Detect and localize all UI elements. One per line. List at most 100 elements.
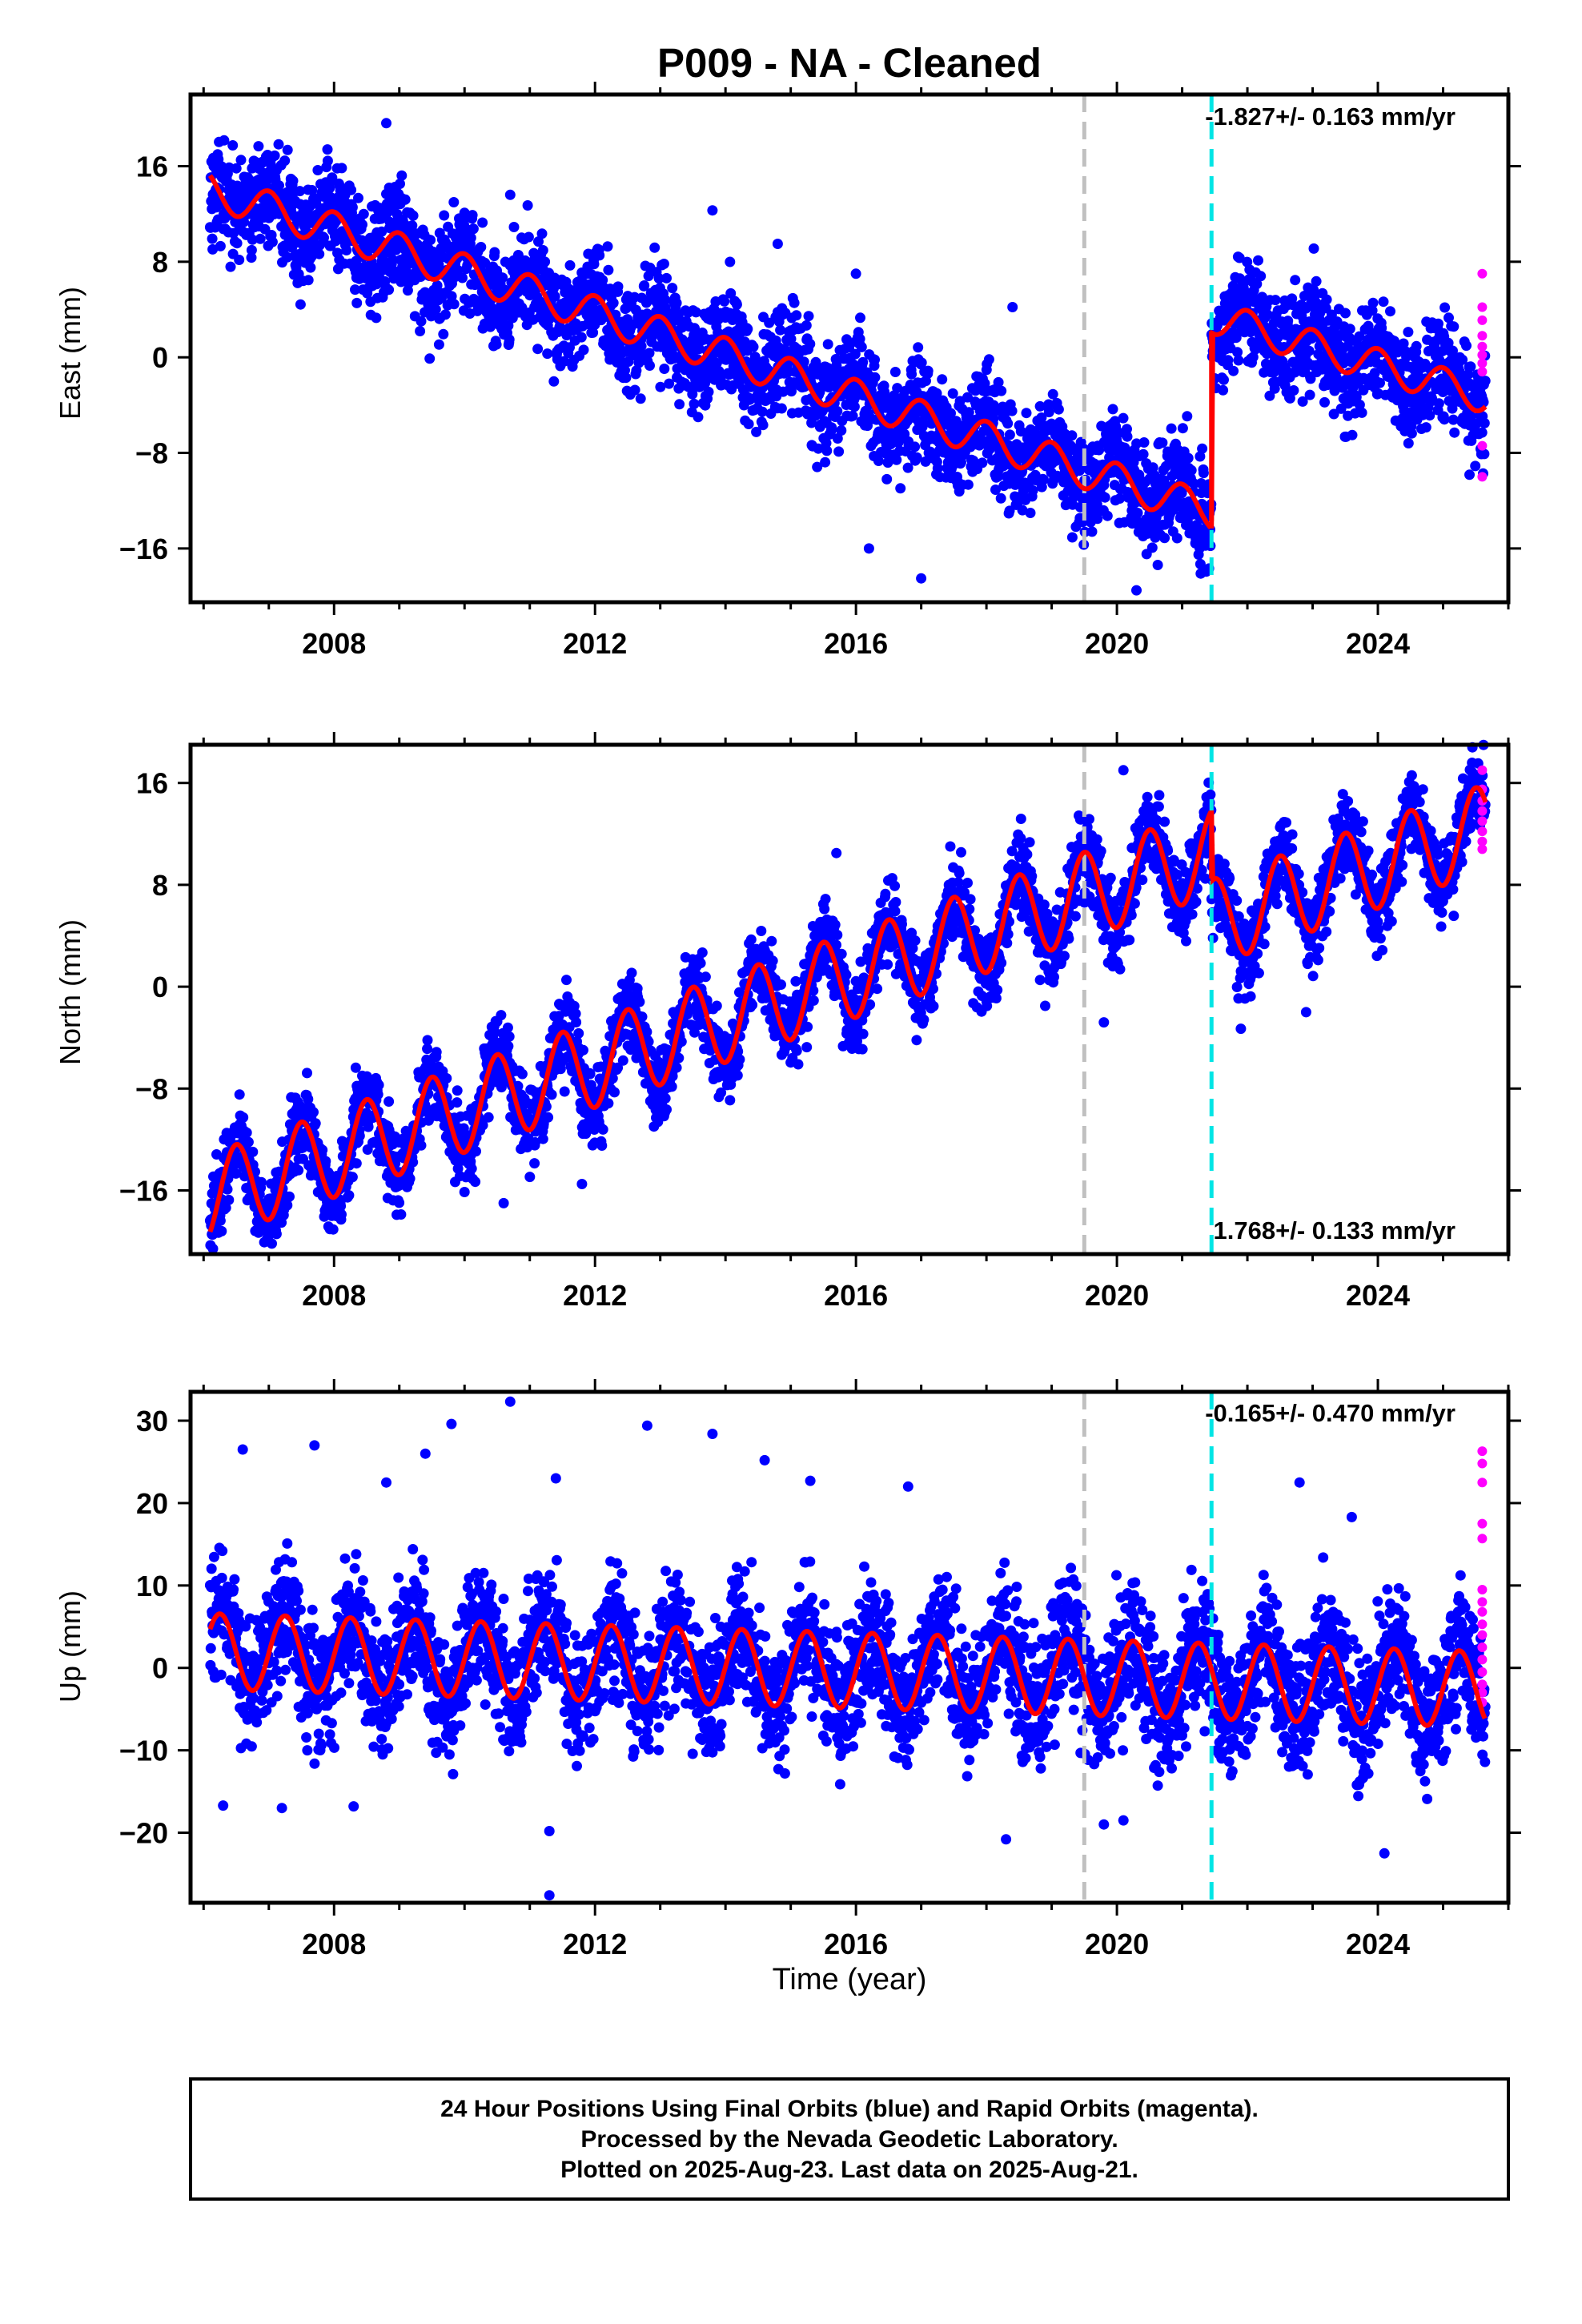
north-point-244 bbox=[293, 1164, 304, 1176]
east-point-2152 bbox=[977, 457, 988, 468]
east-point-1308 bbox=[674, 399, 685, 410]
north-point-530 bbox=[396, 1209, 407, 1220]
east-point-1722 bbox=[822, 339, 833, 350]
east-point-1719 bbox=[821, 445, 833, 456]
east-point-958 bbox=[548, 376, 560, 387]
east-point-2402 bbox=[1066, 430, 1078, 441]
north-point-832 bbox=[504, 1031, 515, 1042]
east-point-231 bbox=[287, 175, 299, 187]
east-point-1791 bbox=[847, 410, 858, 421]
east-point-380 bbox=[341, 245, 352, 255]
east-point-1955 bbox=[906, 368, 917, 380]
east-point-2852 bbox=[1228, 365, 1239, 376]
east-point-1668 bbox=[803, 311, 814, 322]
east-point-1288 bbox=[667, 283, 678, 294]
north-point-82 bbox=[234, 1089, 245, 1100]
east-point-940 bbox=[542, 348, 553, 360]
north-point-986 bbox=[559, 1086, 570, 1097]
east-point-393 bbox=[346, 184, 357, 195]
east-point-1225 bbox=[644, 360, 655, 371]
east-point-498 bbox=[383, 284, 395, 296]
east-point-1239 bbox=[649, 242, 661, 253]
east-point-428 bbox=[358, 208, 369, 219]
east-rate-label: -1.827+/- 0.163 mm/yr bbox=[1205, 103, 1456, 131]
east-point-781 bbox=[485, 321, 496, 332]
east-point-2516 bbox=[1107, 404, 1118, 415]
east-point-1539 bbox=[757, 406, 768, 417]
north-point-629 bbox=[431, 1047, 442, 1058]
east-point-328 bbox=[322, 155, 333, 167]
east-point-656 bbox=[440, 309, 451, 320]
east-point-397 bbox=[347, 202, 358, 213]
east-point-280 bbox=[305, 262, 316, 273]
east-point-3441 bbox=[1439, 302, 1451, 313]
east-point-2837 bbox=[1223, 355, 1234, 366]
east-point-1389 bbox=[703, 386, 714, 397]
north-point-404 bbox=[350, 1062, 361, 1073]
east-point-1085 bbox=[594, 250, 605, 261]
east-point-2494 bbox=[1099, 492, 1110, 503]
east-point-2823 bbox=[1218, 384, 1229, 396]
east-point-766 bbox=[480, 257, 491, 268]
east-final-orbit-points bbox=[204, 118, 1491, 596]
east-point-367 bbox=[336, 163, 347, 174]
east-point-2070 bbox=[947, 388, 958, 399]
east-point-3063 bbox=[1303, 345, 1315, 356]
east-point-759 bbox=[477, 217, 488, 228]
east-outlier-1 bbox=[504, 189, 516, 200]
east-point-1812 bbox=[855, 312, 865, 324]
east-point-2275 bbox=[1021, 408, 1032, 419]
north-point-183 bbox=[271, 1228, 282, 1240]
east-y-tick-label--16: −16 bbox=[119, 533, 168, 565]
east-point-2679 bbox=[1166, 423, 1177, 434]
east-point-815 bbox=[497, 272, 508, 283]
east-point-2585 bbox=[1132, 508, 1143, 518]
east-outlier-7 bbox=[1131, 585, 1142, 596]
east-point-6 bbox=[207, 233, 218, 244]
east-point-1913 bbox=[891, 454, 902, 465]
north-point-657 bbox=[441, 1073, 452, 1084]
east-point-1360 bbox=[693, 412, 704, 423]
east-point-1759 bbox=[836, 425, 847, 436]
east-point-1184 bbox=[629, 384, 640, 396]
east-point-652 bbox=[439, 210, 450, 221]
east-point-727 bbox=[465, 232, 476, 243]
east-point-2711 bbox=[1177, 423, 1188, 434]
east-point-1541 bbox=[757, 420, 769, 431]
north-point-686 bbox=[452, 1097, 463, 1108]
east-point-3389 bbox=[1420, 422, 1431, 433]
east-plot-area bbox=[204, 94, 1491, 602]
east-point-798 bbox=[491, 339, 502, 350]
east-point-885 bbox=[522, 200, 533, 211]
east-point-3551 bbox=[1479, 448, 1490, 460]
east-point-2735 bbox=[1186, 464, 1197, 476]
east-point-135 bbox=[253, 141, 264, 152]
east-point-2501 bbox=[1102, 510, 1113, 521]
north-point-868 bbox=[516, 1068, 528, 1080]
north-point-525 bbox=[394, 1197, 405, 1208]
east-point-2601 bbox=[1138, 448, 1149, 460]
east-point-629 bbox=[430, 304, 441, 315]
east-point-3339 bbox=[1403, 327, 1414, 338]
east-point-192 bbox=[274, 180, 284, 191]
north-point-828 bbox=[502, 1022, 513, 1033]
east-point-673 bbox=[446, 291, 457, 302]
east-point-888 bbox=[523, 231, 534, 243]
east-point-734 bbox=[468, 223, 479, 235]
east-point-2001 bbox=[922, 365, 934, 376]
east-point-1620 bbox=[786, 386, 797, 397]
east-point-1300 bbox=[671, 297, 682, 308]
east-outlier-3 bbox=[772, 239, 783, 249]
east-point-2545 bbox=[1118, 412, 1129, 424]
east-point-680 bbox=[448, 299, 460, 310]
east-point-3065 bbox=[1304, 389, 1315, 400]
east-point-2403 bbox=[1066, 532, 1078, 543]
north-point-991 bbox=[561, 975, 572, 986]
east-rapid-point-6 bbox=[1477, 358, 1488, 368]
east-point-2769 bbox=[1198, 468, 1209, 479]
east-point-94 bbox=[239, 216, 250, 227]
east-point-1035 bbox=[576, 332, 587, 343]
north-point-439 bbox=[363, 1121, 374, 1132]
east-point-424 bbox=[357, 219, 367, 230]
